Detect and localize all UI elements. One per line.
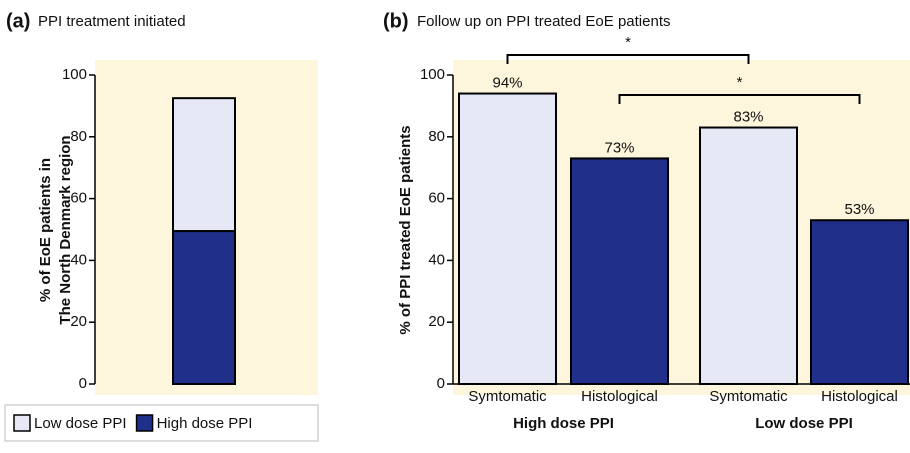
y-tick-label: 100 [62,66,87,83]
bar [458,92,557,385]
y-tick-label: 40 [70,251,87,268]
bar-segment [172,230,236,385]
y-tick-label: 40 [428,251,445,268]
significance-label: * [625,34,631,51]
chart-title: PPI treatment initiated [38,13,186,30]
bar [570,157,669,385]
significance-bracket [506,54,750,64]
y-tick-label: 80 [70,128,87,145]
legend-swatch [13,414,31,432]
legend-label: Low dose PPI [34,415,127,432]
significance-label: * [737,74,743,91]
x-tick-label: Symtomatic [468,388,547,405]
y-axis-label: % of PPI treated EoE patients [397,125,414,334]
bar [699,126,798,385]
y-tick-label: 60 [428,190,445,207]
x-tick-label: Histological [821,388,898,405]
legend-box [4,404,319,442]
value-label: 53% [844,201,874,218]
value-label: 94% [492,75,522,92]
bar [810,219,909,385]
x-tick-label: Symtomatic [709,388,788,405]
chart-title: Follow up on PPI treated EoE patients [417,13,670,30]
y-axis-label: The North Denmark region [57,135,74,324]
value-label: 73% [604,139,634,156]
y-tick-label: 60 [70,190,87,207]
legend-label: High dose PPI [157,415,253,432]
panel-label: (b) [383,10,409,32]
x-tick-label: Histological [581,388,658,405]
value-label: 83% [733,108,763,125]
y-tick-label: 100 [420,66,445,83]
legend-swatch [135,414,154,432]
y-axis-label: % of EoE patients in [37,158,54,302]
group-label: High dose PPI [513,415,614,432]
y-tick-label: 80 [428,128,445,145]
significance-bracket [618,94,861,104]
group-label: Low dose PPI [755,415,853,432]
bar-segment [172,97,236,233]
y-tick-label: 0 [79,375,87,392]
y-tick-label: 0 [437,375,445,392]
y-tick-label: 20 [70,313,87,330]
y-tick-label: 20 [428,313,445,330]
panel-label: (a) [6,10,30,32]
